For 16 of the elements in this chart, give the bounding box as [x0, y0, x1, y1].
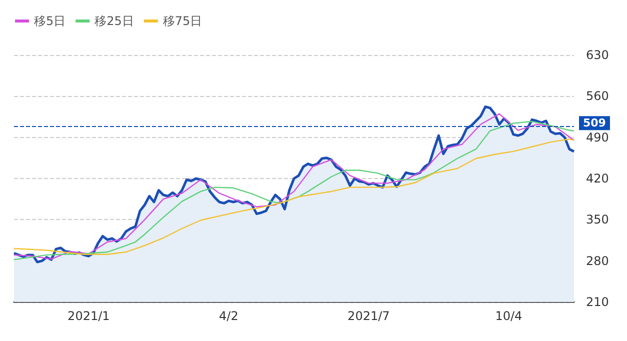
y-tick-label: 210: [586, 295, 609, 309]
x-tick-label: 10/4: [495, 309, 522, 323]
line-series: [13, 138, 575, 255]
x-tick-label: 2021/1: [68, 309, 110, 323]
y-tick-label: 560: [586, 89, 609, 104]
x-tick-label: 4/2: [219, 309, 238, 323]
legend-label: 移5日: [34, 14, 66, 28]
y-tick-label: 280: [586, 254, 609, 268]
y-tick-label: 350: [586, 212, 609, 227]
legend-label: 移25日: [94, 14, 134, 28]
legend-label: 移75日: [162, 14, 202, 28]
y-tick-label: 420: [586, 172, 609, 186]
ref-line-label: 509: [583, 116, 606, 130]
y-tick-label: 490: [586, 130, 609, 144]
y-tick-label: 630: [586, 48, 609, 62]
x-tick-label: 2021/7: [348, 309, 390, 323]
